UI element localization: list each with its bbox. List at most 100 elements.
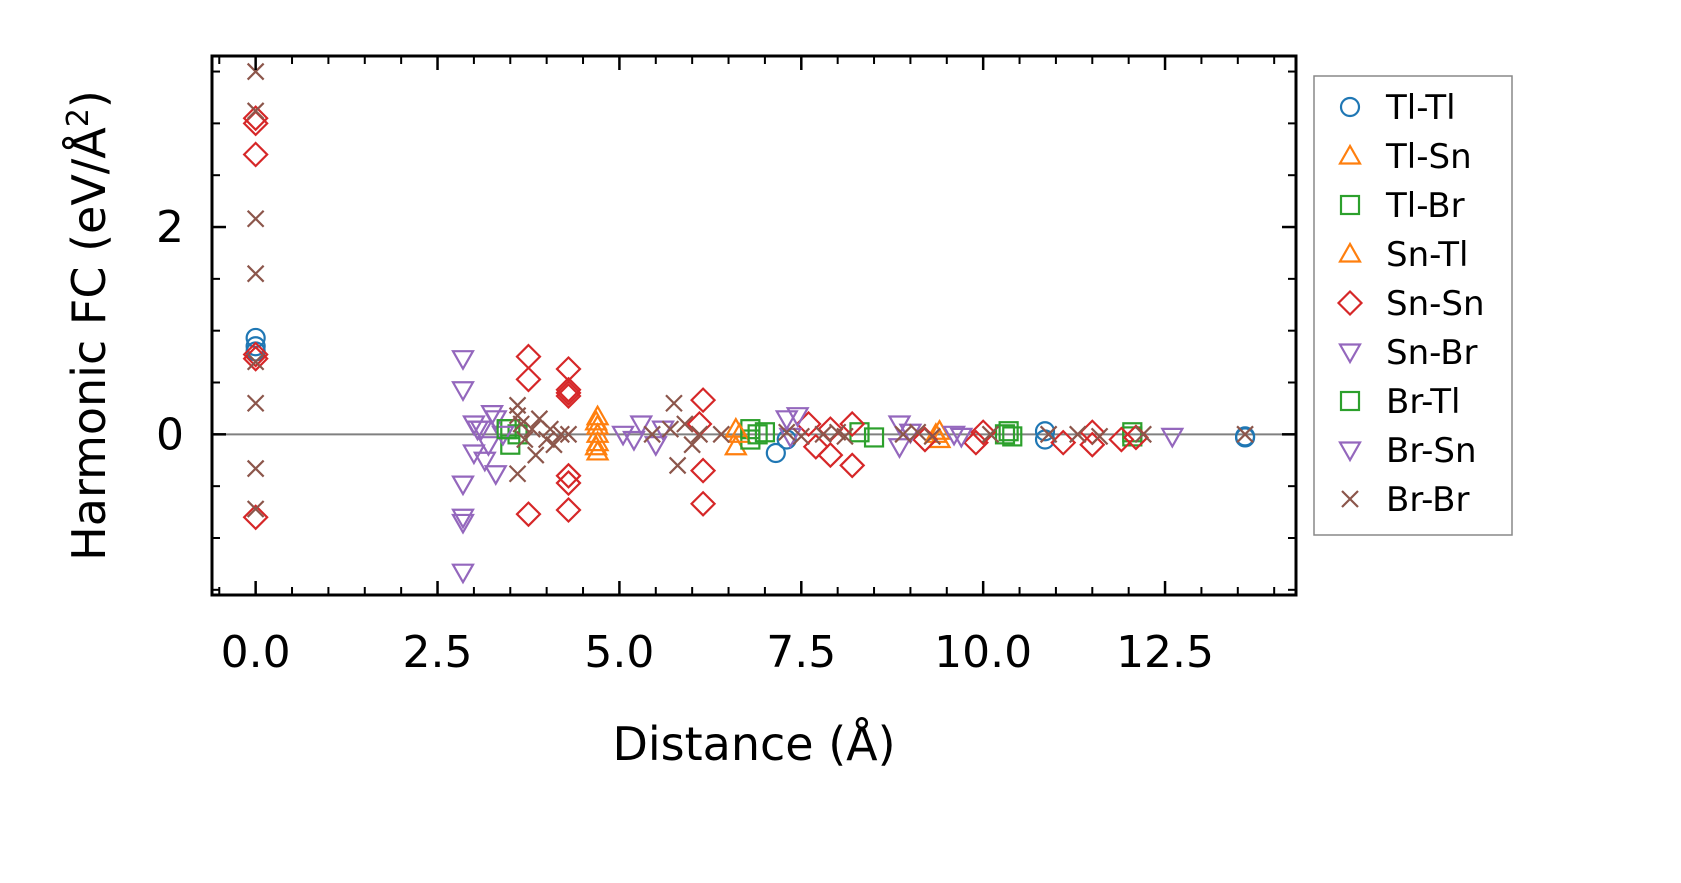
data-point-sn-br [483, 465, 508, 486]
data-point-br-br [661, 420, 680, 438]
data-point-br-br [1068, 425, 1087, 444]
legend-label: Tl-Tl [1385, 88, 1456, 128]
legend-entry: Sn-Sn [1336, 284, 1485, 324]
data-point-sn-sn [690, 457, 717, 484]
data-point-br-sn [480, 405, 504, 426]
data-point-br-br [1090, 427, 1109, 446]
legend-marker [1338, 441, 1362, 463]
y-tick-label: 0 [156, 409, 184, 460]
data-point-sn-tl [584, 409, 609, 431]
legend-label: Sn-Sn [1386, 284, 1485, 324]
legend-marker [1339, 96, 1361, 118]
data-point-tl-tl [245, 336, 266, 357]
legend-marker [1341, 490, 1359, 508]
data-point-sn-br [462, 444, 486, 466]
data-point-br-br [537, 430, 556, 449]
data-point-sn-sn [970, 419, 997, 446]
data-point-br-br [545, 435, 563, 454]
data-point-tl-tl [1234, 427, 1256, 448]
data-point-br-sn [472, 451, 497, 473]
data-point-sn-sn [962, 429, 989, 456]
legend-entry: Br-Br [1341, 480, 1470, 520]
data-point-br-br [712, 425, 731, 444]
data-point-br-br [541, 420, 560, 438]
data-points-layer [242, 62, 1256, 585]
x-tick-label: 7.5 [766, 627, 836, 678]
legend-entry: Sn-Br [1338, 333, 1478, 373]
data-point-sn-br [1160, 427, 1185, 449]
y-axis-title-main: Harmonic FC (eV/Å [62, 127, 116, 561]
data-point-sn-br [476, 436, 501, 457]
data-point-br-br [246, 353, 265, 371]
data-point-sn-sn [242, 504, 269, 531]
data-point-br-tl [747, 424, 768, 445]
legend-marker [1338, 241, 1362, 263]
data-point-sn-br [774, 410, 799, 432]
tick-labels-layer: 0.0 2.5 5.0 7.5 10.0 12.5 0 2 [156, 202, 1214, 678]
legend-marker [1339, 390, 1361, 412]
data-point-br-br [508, 464, 527, 483]
legend-label: Sn-Br [1386, 333, 1478, 373]
y-axis-title-superscript: 2 [61, 108, 96, 127]
data-point-sn-sn [515, 343, 542, 370]
legend-label: Br-Sn [1386, 431, 1477, 471]
data-point-tl-br [754, 422, 776, 443]
data-point-br-br [683, 435, 701, 454]
data-point-tl-sn [927, 419, 952, 440]
data-point-sn-tl [727, 422, 752, 443]
data-point-sn-sn [839, 410, 866, 438]
data-point-sn-br [451, 513, 475, 535]
y-axis-title-close: ) [62, 90, 116, 108]
legend-entry: Br-Sn [1338, 431, 1477, 471]
legend-entry: Tl-Br [1339, 186, 1465, 226]
data-point-sn-sn [555, 496, 582, 524]
data-point-sn-br [629, 415, 654, 437]
data-point-br-br [246, 459, 265, 478]
data-point-tl-br [1002, 426, 1023, 447]
data-point-br-br [552, 425, 570, 444]
series-br-br [246, 62, 1254, 518]
data-point-sn-br [887, 438, 912, 459]
data-point-br-sn [622, 430, 646, 452]
data-point-sn-sn [555, 382, 582, 410]
data-point-tl-br [740, 429, 761, 450]
data-point-br-br [246, 500, 265, 518]
data-point-br-br [246, 62, 265, 81]
data-point-sn-br [451, 381, 475, 402]
data-point-br-br [1039, 425, 1058, 444]
legend-marker [1336, 289, 1364, 317]
legend-entry: Sn-Tl [1338, 235, 1469, 275]
data-point-br-sn [949, 427, 974, 449]
data-point-sn-br [451, 475, 475, 497]
data-point-sn-br [451, 350, 475, 371]
data-point-tl-sn [585, 439, 610, 461]
data-point-br-br [1134, 425, 1152, 444]
data-point-tl-br [863, 427, 885, 448]
data-point-sn-sn [1108, 426, 1135, 453]
data-point-br-br [690, 425, 709, 444]
data-point-sn-sn [817, 442, 844, 469]
data-point-br-br [559, 425, 578, 444]
data-point-br-br [665, 394, 683, 413]
data-point-br-br [814, 425, 832, 444]
data-point-br-br [981, 425, 1000, 444]
data-point-sn-tl [584, 434, 609, 456]
data-point-br-br [512, 415, 530, 433]
data-point-tl-tl [1034, 421, 1056, 442]
data-point-sn-sn [515, 501, 542, 528]
x-tick-label: 10.0 [934, 627, 1032, 678]
data-point-sn-sn [555, 379, 582, 406]
data-point-tl-br [994, 424, 1016, 445]
data-point-sn-br [611, 425, 635, 447]
legend-entry: Br-Tl [1339, 382, 1461, 422]
data-point-tl-tl [765, 442, 786, 464]
ticks-layer [212, 56, 1296, 595]
data-point-br-br [792, 427, 811, 446]
data-point-sn-br [451, 508, 475, 530]
legend-label: Tl-Br [1385, 186, 1465, 226]
data-point-br-br [246, 394, 265, 413]
data-point-sn-br [942, 425, 966, 447]
x-axis-title: Distance (Å) [612, 717, 895, 771]
x-tick-label: 12.5 [1116, 627, 1214, 678]
